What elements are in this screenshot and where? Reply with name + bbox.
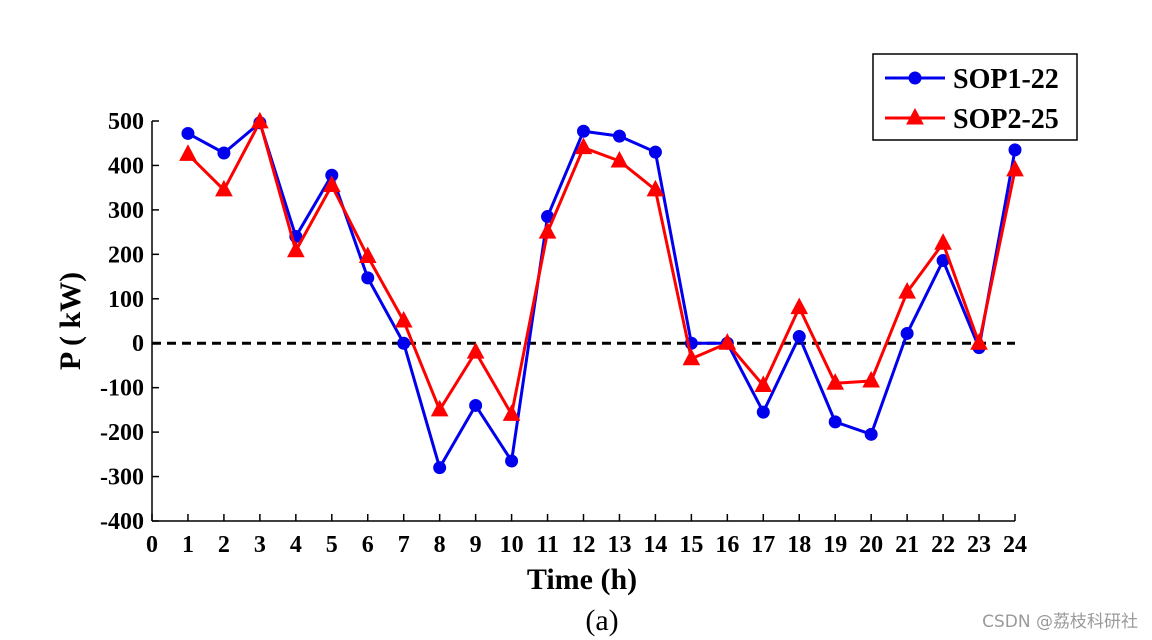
series-line: [186, 120, 1017, 416]
x-tick-label: 6: [362, 532, 374, 558]
y-tick-label: -200: [100, 420, 144, 446]
data-point: [612, 129, 626, 143]
x-tick-label: 14: [643, 532, 667, 558]
data-point: [394, 310, 413, 328]
x-tick-label: 0: [146, 532, 158, 558]
axes: 0 1 2 3 4 5 6 7 8 9 10 11 12 13 14 15 16 17 18 19 20 21 22 23 24…: [100, 109, 1027, 558]
data-point: [828, 415, 842, 429]
data-point: [251, 111, 269, 129]
series-sop2-25: [179, 111, 1024, 421]
x-tick-label: 11: [536, 532, 559, 558]
y-tick-label: 0: [132, 331, 144, 357]
data-point: [466, 342, 485, 359]
data-point: [430, 399, 449, 417]
x-tick-label: 22: [931, 532, 955, 558]
x-tick-label: 4: [290, 532, 302, 558]
data-point: [898, 282, 916, 299]
data-point: [574, 137, 593, 155]
data-point: [1006, 159, 1024, 177]
x-tick-label: 1: [182, 532, 194, 558]
data-point: [181, 126, 195, 140]
legend-label: SOP1-22: [953, 64, 1059, 95]
x-tick-label: 15: [679, 532, 703, 558]
legend-marker: [908, 71, 922, 85]
y-tick-label: 300: [108, 198, 144, 224]
legend-box: [872, 53, 1078, 141]
y-tick-label: 200: [108, 242, 144, 268]
data-point: [648, 145, 662, 159]
x-tick-label: 10: [500, 532, 524, 558]
data-point: [217, 146, 231, 160]
data-point: [1008, 143, 1022, 157]
x-tick-label: 17: [751, 532, 775, 558]
data-point: [792, 330, 806, 344]
y-tick-label: 400: [108, 153, 144, 179]
data-point: [505, 454, 519, 468]
data-point: [502, 404, 521, 421]
watermark: CSDN @荔枝科研社: [982, 612, 1138, 632]
data-point: [934, 233, 952, 250]
x-tick-label: 3: [254, 532, 266, 558]
data-point: [215, 179, 233, 197]
x-tick-label: 12: [572, 532, 596, 558]
series-group: [179, 111, 1024, 475]
data-point: [646, 179, 665, 197]
data-point: [970, 333, 988, 350]
x-tick-label: 9: [470, 532, 482, 558]
data-point: [790, 297, 809, 315]
x-axis-label: Time (h): [527, 563, 637, 596]
data-point: [756, 405, 770, 419]
y-tick-label: -300: [100, 465, 144, 491]
x-tick-label: 7: [398, 532, 410, 558]
data-point: [610, 150, 629, 168]
data-point: [862, 370, 881, 388]
y-tick-label: -400: [100, 509, 144, 535]
data-point: [538, 222, 557, 239]
x-tick-label: 20: [859, 532, 883, 558]
data-point: [397, 336, 411, 350]
series-line: [187, 121, 1017, 470]
data-point: [469, 398, 483, 412]
data-point: [358, 246, 377, 264]
data-point: [433, 461, 447, 475]
legend: SOP1-22 SOP2-25: [872, 53, 1078, 141]
x-tick-label: 24: [1003, 532, 1027, 558]
x-tick-label: 21: [895, 532, 919, 558]
data-point: [682, 348, 701, 366]
series-sop1-22: [181, 116, 1022, 475]
figure-caption: (a): [585, 604, 618, 637]
x-tick-label: 16: [715, 532, 739, 558]
data-point: [826, 373, 845, 390]
x-tick-label: 23: [967, 532, 991, 558]
y-tick-label: 100: [108, 287, 144, 313]
data-point: [718, 333, 737, 350]
data-point: [864, 427, 878, 441]
y-tick-label: -100: [100, 376, 144, 402]
data-point: [577, 124, 590, 138]
y-tick-label: 500: [108, 109, 144, 135]
data-point: [287, 240, 305, 258]
data-point: [754, 375, 773, 392]
data-point: [322, 175, 341, 192]
x-tick-label: 13: [607, 532, 631, 558]
x-tick-label: 8: [434, 532, 446, 558]
x-tick-label: 19: [823, 532, 847, 558]
x-tick-label: 2: [218, 532, 230, 558]
data-point: [179, 144, 197, 161]
data-point: [900, 326, 914, 340]
data-point: [361, 271, 375, 285]
legend-label: SOP2-25: [953, 104, 1059, 135]
x-tick-label: 5: [326, 532, 338, 558]
y-axis-label: P ( kW): [54, 272, 87, 370]
x-tick-label: 18: [787, 532, 811, 558]
legend-marker: [906, 107, 924, 125]
